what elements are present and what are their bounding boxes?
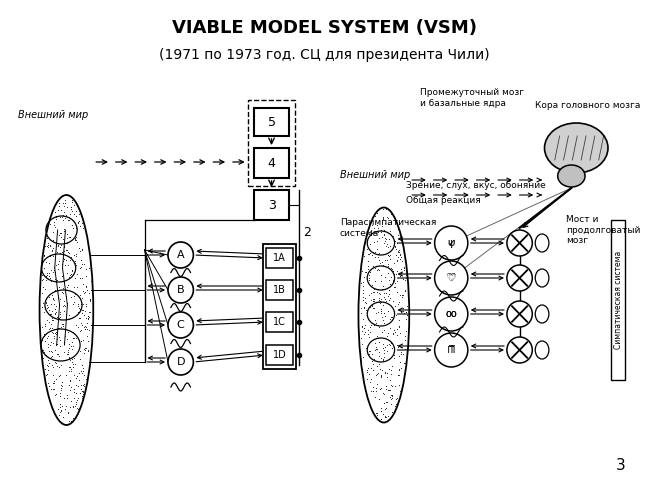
Text: T: T [448, 345, 454, 355]
Circle shape [507, 301, 533, 327]
Text: 3: 3 [268, 199, 276, 212]
Circle shape [168, 242, 193, 268]
FancyBboxPatch shape [266, 345, 293, 365]
Circle shape [435, 333, 468, 367]
Ellipse shape [535, 269, 549, 287]
Circle shape [507, 230, 533, 256]
Text: Внешний мир: Внешний мир [17, 110, 88, 120]
Text: Зрение, слух, вкус, обоняние: Зрение, слух, вкус, обоняние [406, 180, 546, 190]
FancyBboxPatch shape [263, 244, 296, 369]
Text: 1B: 1B [273, 285, 286, 295]
Ellipse shape [544, 123, 608, 173]
Text: Общая реакция: Общая реакция [406, 196, 481, 205]
FancyBboxPatch shape [266, 280, 293, 300]
Circle shape [168, 349, 193, 375]
Text: (1971 по 1973 год. СЦ для президента Чили): (1971 по 1973 год. СЦ для президента Чил… [159, 48, 489, 62]
Text: ✓: ✓ [447, 238, 456, 248]
Circle shape [168, 312, 193, 338]
Text: ψ: ψ [448, 238, 455, 248]
Text: ♡: ♡ [447, 273, 456, 283]
FancyBboxPatch shape [254, 190, 289, 220]
Text: ♡: ♡ [446, 273, 456, 283]
Circle shape [507, 337, 533, 363]
Text: 1D: 1D [272, 350, 286, 360]
Ellipse shape [535, 234, 549, 252]
Circle shape [507, 265, 533, 291]
Text: VIABLE MODEL SYSTEM (VSM): VIABLE MODEL SYSTEM (VSM) [172, 19, 477, 37]
Ellipse shape [558, 165, 585, 187]
Text: A: A [177, 250, 185, 260]
Text: Кора головного мозга: Кора головного мозга [535, 101, 641, 110]
FancyBboxPatch shape [612, 220, 625, 380]
Text: 1C: 1C [273, 317, 286, 327]
Text: 4: 4 [268, 156, 276, 169]
FancyBboxPatch shape [266, 312, 293, 332]
Text: ⊓: ⊓ [447, 345, 456, 355]
Text: D: D [177, 357, 185, 367]
FancyBboxPatch shape [254, 148, 289, 178]
Circle shape [435, 226, 468, 260]
Text: Мост и
продолговатый
мозг: Мост и продолговатый мозг [566, 215, 641, 245]
Circle shape [435, 261, 468, 295]
Text: oo: oo [446, 309, 457, 319]
Text: Внешний мир: Внешний мир [340, 170, 410, 180]
FancyBboxPatch shape [266, 248, 293, 268]
Circle shape [168, 277, 193, 303]
Ellipse shape [40, 195, 93, 425]
Text: Парасимпатическая
система: Парасимпатическая система [340, 218, 436, 238]
Ellipse shape [535, 305, 549, 323]
Text: 1A: 1A [273, 253, 286, 263]
FancyBboxPatch shape [254, 108, 289, 136]
Text: Промежуточный мозг
и базальные ядра: Промежуточный мозг и базальные ядра [420, 88, 524, 108]
Text: C: C [177, 320, 185, 330]
Circle shape [435, 297, 468, 331]
Text: 5: 5 [268, 116, 276, 128]
Text: 3: 3 [616, 458, 625, 473]
Text: Симпатическая система: Симпатическая система [614, 251, 623, 349]
Text: B: B [177, 285, 185, 295]
Ellipse shape [535, 341, 549, 359]
Ellipse shape [359, 208, 409, 422]
Text: oo: oo [446, 309, 457, 319]
Text: 2: 2 [303, 226, 311, 239]
